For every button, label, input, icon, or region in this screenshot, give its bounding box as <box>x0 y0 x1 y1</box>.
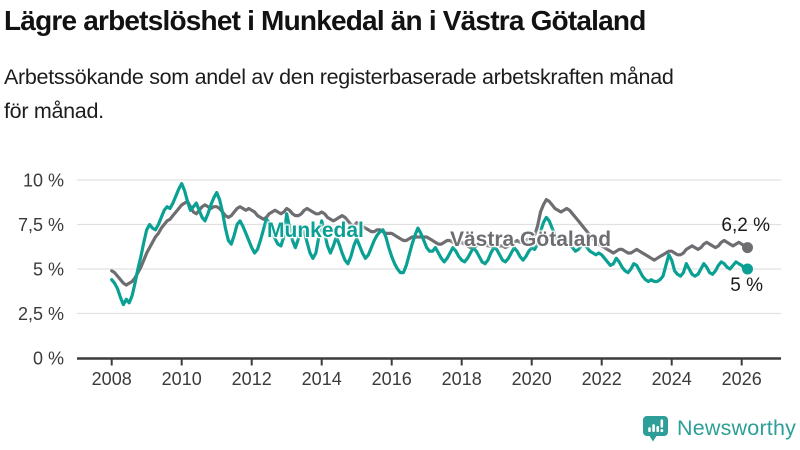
x-axis-tick-label: 2010 <box>162 369 202 389</box>
newsworthy-brand-name: Newsworthy <box>677 416 797 440</box>
x-axis-tick-label: 2020 <box>512 369 552 389</box>
y-axis-tick-label: 10 % <box>23 171 64 191</box>
series-label-vastra-gotaland: Västra Götaland <box>450 228 612 251</box>
y-axis-tick-label: 5 % <box>33 260 64 280</box>
y-axis-tick-label: 7,5 % <box>18 215 64 235</box>
series-line-munkedal <box>110 182 750 307</box>
x-axis-tick-label: 2022 <box>582 369 622 389</box>
chart-subtitle: Arbetssökande som andel av den registerb… <box>4 60 784 128</box>
x-axis-tick-label: 2024 <box>652 369 692 389</box>
end-value-vastra-gotaland: 6,2 % <box>721 215 770 236</box>
series-end-dot-v-stra-g-taland <box>742 242 753 254</box>
chart-subtitle-line-1: Arbetssökande som andel av den registerb… <box>4 65 674 89</box>
x-axis-tick-label: 2014 <box>302 369 342 389</box>
series-line-v-stra-g-taland <box>110 198 750 287</box>
y-axis-tick-label: 2,5 % <box>18 304 64 324</box>
end-value-munkedal: 5 % <box>730 275 763 296</box>
x-axis-tick-label: 2018 <box>442 369 482 389</box>
newsworthy-logo-icon <box>643 416 668 442</box>
x-axis-tick-label: 2008 <box>92 369 132 389</box>
chart-subtitle-line-2: för månad. <box>4 99 104 123</box>
series-end-dot-munkedal <box>742 263 753 275</box>
series-label-munkedal: Munkedal <box>267 219 364 242</box>
x-axis-tick-label: 2026 <box>722 369 762 389</box>
y-axis-tick-label: 0 % <box>33 349 64 369</box>
chart-title: Lägre arbetslöshet i Munkedal än i Västr… <box>4 5 646 36</box>
x-axis-tick-label: 2012 <box>232 369 272 389</box>
newsworthy-brand[interactable]: Newsworthy <box>642 415 796 442</box>
x-axis-tick-label: 2016 <box>372 369 412 389</box>
